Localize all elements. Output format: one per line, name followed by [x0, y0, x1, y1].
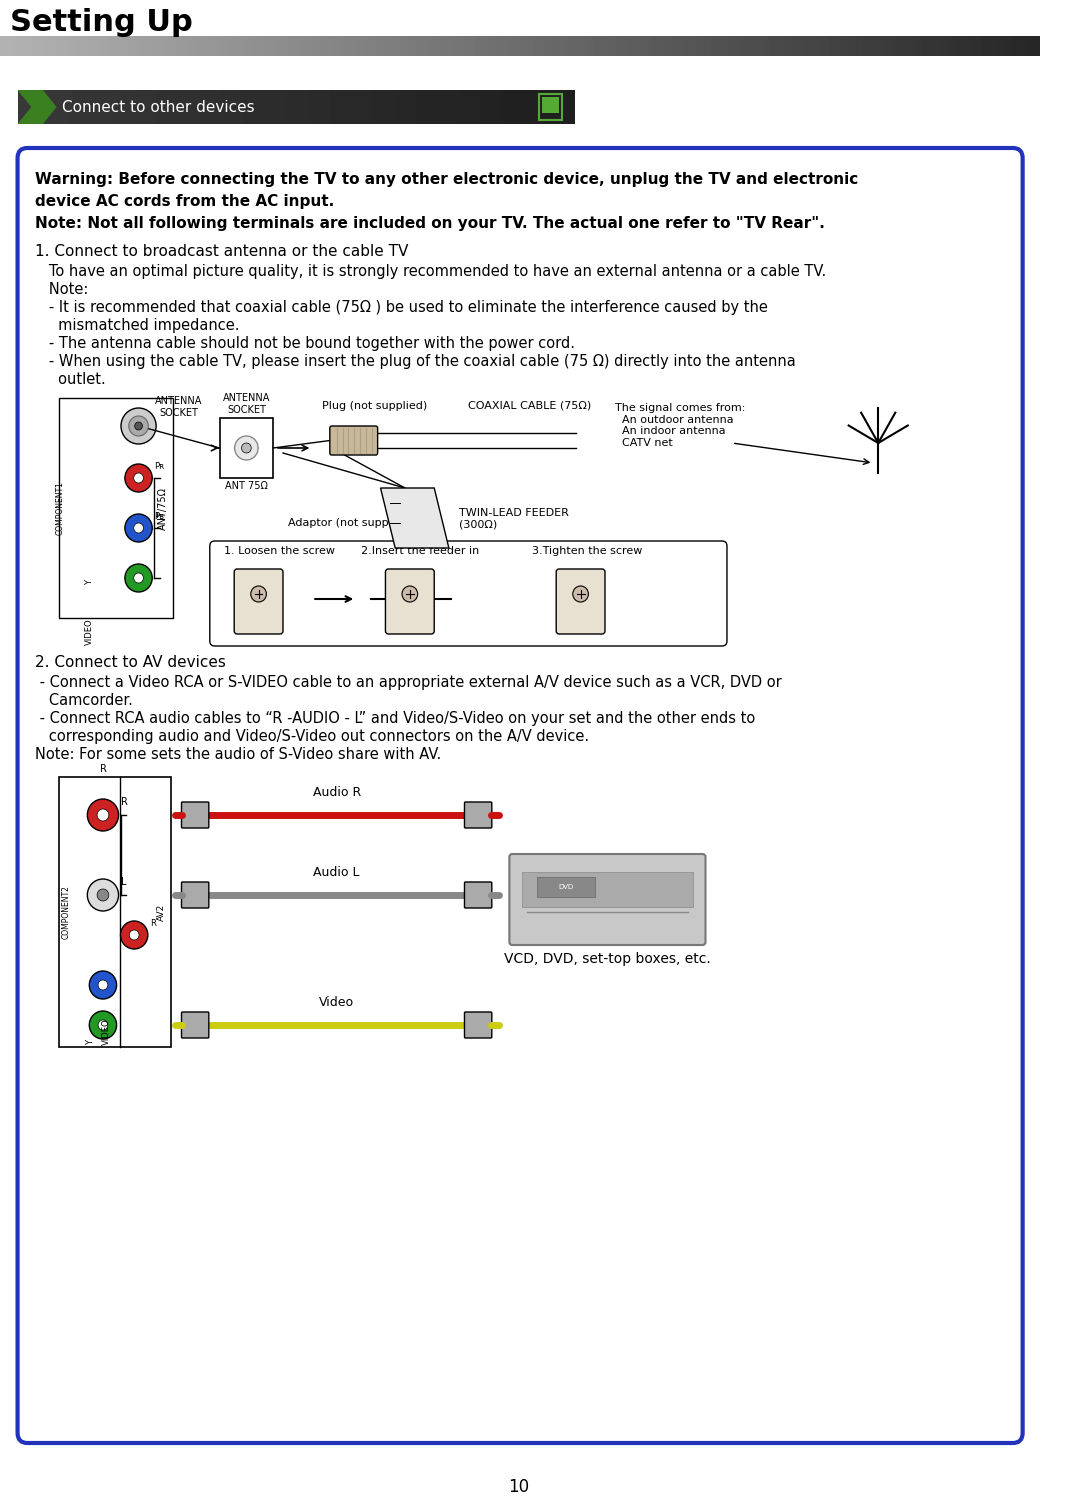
- Circle shape: [402, 586, 417, 602]
- Text: ANT/75Ω: ANT/75Ω: [158, 487, 168, 530]
- FancyBboxPatch shape: [464, 1012, 492, 1038]
- Circle shape: [121, 409, 157, 445]
- Circle shape: [125, 464, 152, 493]
- Text: L: L: [120, 877, 126, 888]
- FancyBboxPatch shape: [181, 882, 209, 909]
- FancyBboxPatch shape: [522, 873, 693, 907]
- FancyBboxPatch shape: [234, 569, 283, 634]
- FancyBboxPatch shape: [509, 855, 705, 945]
- Polygon shape: [17, 90, 56, 125]
- Text: Audio R: Audio R: [312, 786, 361, 799]
- Text: ANTENNA
SOCKET: ANTENNA SOCKET: [155, 397, 202, 418]
- Text: The signal comes from:
  An outdoor antenna
  An indoor antenna
  CATV net: The signal comes from: An outdoor antenn…: [615, 403, 746, 448]
- Text: Y: Y: [85, 580, 95, 584]
- Text: COMPONENT1: COMPONENT1: [56, 481, 65, 535]
- Circle shape: [98, 1020, 108, 1030]
- Text: R: R: [100, 765, 108, 774]
- Text: - Connect a Video RCA or S-VIDEO cable to an appropriate external A/V device suc: - Connect a Video RCA or S-VIDEO cable t…: [35, 674, 782, 689]
- Circle shape: [134, 422, 143, 430]
- FancyBboxPatch shape: [542, 98, 559, 113]
- Text: Y: Y: [86, 1039, 95, 1045]
- Circle shape: [97, 889, 109, 901]
- FancyBboxPatch shape: [464, 882, 492, 909]
- FancyBboxPatch shape: [210, 541, 727, 646]
- Text: 1. Loosen the screw: 1. Loosen the screw: [225, 547, 335, 556]
- Text: To have an optimal picture quality, it is strongly recommended to have an extern: To have an optimal picture quality, it i…: [35, 264, 826, 279]
- FancyBboxPatch shape: [537, 877, 595, 897]
- Text: Camcorder.: Camcorder.: [35, 692, 133, 707]
- Text: 10: 10: [509, 1478, 529, 1496]
- Text: Note: For some sets the audio of S-Video share with AV.: Note: For some sets the audio of S-Video…: [35, 746, 441, 762]
- Circle shape: [120, 921, 148, 949]
- Text: VIDEO: VIDEO: [85, 617, 95, 644]
- FancyBboxPatch shape: [181, 802, 209, 828]
- Text: - It is recommended that coaxial cable (75Ω ) be used to eliminate the interfere: - It is recommended that coaxial cable (…: [35, 300, 768, 315]
- FancyBboxPatch shape: [330, 427, 378, 455]
- FancyBboxPatch shape: [219, 418, 274, 478]
- Text: Connect to other devices: Connect to other devices: [63, 99, 256, 114]
- Text: COMPONENT2: COMPONENT2: [62, 885, 71, 939]
- Text: ANT 75Ω: ANT 75Ω: [225, 481, 267, 491]
- Circle shape: [89, 1011, 116, 1039]
- FancyBboxPatch shape: [556, 569, 605, 634]
- Text: Plug (not supplied): Plug (not supplied): [322, 401, 427, 412]
- Text: - The antenna cable should not be bound together with the power cord.: - The antenna cable should not be bound …: [35, 336, 575, 351]
- Text: 3.Tighten the screw: 3.Tighten the screw: [531, 547, 642, 556]
- FancyBboxPatch shape: [17, 149, 1022, 1443]
- FancyBboxPatch shape: [59, 398, 173, 617]
- Circle shape: [134, 523, 144, 533]
- Circle shape: [242, 443, 251, 454]
- Text: Note: Not all following terminals are included on your TV. The actual one refer : Note: Not all following terminals are in…: [35, 216, 825, 231]
- Circle shape: [134, 473, 144, 484]
- Text: - When using the cable TV, please insert the plug of the coaxial cable (75 Ω) di: - When using the cable TV, please insert…: [35, 354, 796, 369]
- Circle shape: [573, 586, 588, 602]
- Text: Pʙ: Pʙ: [154, 512, 164, 521]
- Text: 2. Connect to AV devices: 2. Connect to AV devices: [35, 655, 226, 670]
- Text: 1. Connect to broadcast antenna or the cable TV: 1. Connect to broadcast antenna or the c…: [35, 243, 409, 258]
- Text: Warning: Before connecting the TV to any other electronic device, unplug the TV : Warning: Before connecting the TV to any…: [35, 173, 858, 188]
- Text: device AC cords from the AC input.: device AC cords from the AC input.: [35, 194, 334, 209]
- Circle shape: [250, 586, 266, 602]
- Text: TWIN-LEAD FEEDER
(300Ω): TWIN-LEAD FEEDER (300Ω): [459, 508, 569, 530]
- Text: Audio L: Audio L: [313, 867, 360, 879]
- FancyBboxPatch shape: [464, 802, 492, 828]
- Text: - Connect RCA audio cables to “R -AUDIO - L” and Video/S-Video on your set and t: - Connect RCA audio cables to “R -AUDIO …: [35, 710, 755, 725]
- Text: corresponding audio and Video/S-Video out connectors on the A/V device.: corresponding audio and Video/S-Video ou…: [35, 728, 589, 743]
- Circle shape: [134, 572, 144, 583]
- Circle shape: [87, 799, 118, 831]
- Circle shape: [129, 930, 140, 940]
- Text: DVD: DVD: [558, 885, 574, 891]
- Text: VCD, DVD, set-top boxes, etc.: VCD, DVD, set-top boxes, etc.: [504, 952, 710, 966]
- FancyBboxPatch shape: [386, 569, 435, 634]
- Circle shape: [125, 563, 152, 592]
- Circle shape: [125, 514, 152, 542]
- Circle shape: [97, 810, 109, 822]
- Text: R: R: [120, 798, 128, 807]
- Circle shape: [87, 879, 118, 912]
- Text: R: R: [150, 919, 155, 928]
- Text: mismatched impedance.: mismatched impedance.: [35, 318, 240, 333]
- Text: COAXIAL CABLE (75Ω): COAXIAL CABLE (75Ω): [469, 401, 592, 412]
- Circle shape: [129, 416, 148, 436]
- Circle shape: [98, 979, 108, 990]
- Text: 2.Insert the feeder in: 2.Insert the feeder in: [361, 547, 479, 556]
- Text: Pʀ: Pʀ: [154, 463, 164, 472]
- Text: Note:: Note:: [35, 282, 88, 297]
- Text: AV2: AV2: [157, 903, 165, 921]
- Circle shape: [234, 436, 258, 460]
- Text: Video: Video: [320, 996, 355, 1009]
- Text: Setting Up: Setting Up: [10, 8, 193, 38]
- Circle shape: [89, 970, 116, 999]
- Text: VIDEO: VIDEO: [102, 1018, 112, 1045]
- Polygon shape: [380, 488, 448, 548]
- Text: outlet.: outlet.: [35, 372, 105, 388]
- FancyBboxPatch shape: [181, 1012, 209, 1038]
- Text: ANTENNA
SOCKET: ANTENNA SOCKET: [223, 394, 271, 415]
- FancyBboxPatch shape: [59, 777, 170, 1047]
- Text: Adaptor (not supplied): Adaptor (not supplied): [288, 518, 413, 529]
